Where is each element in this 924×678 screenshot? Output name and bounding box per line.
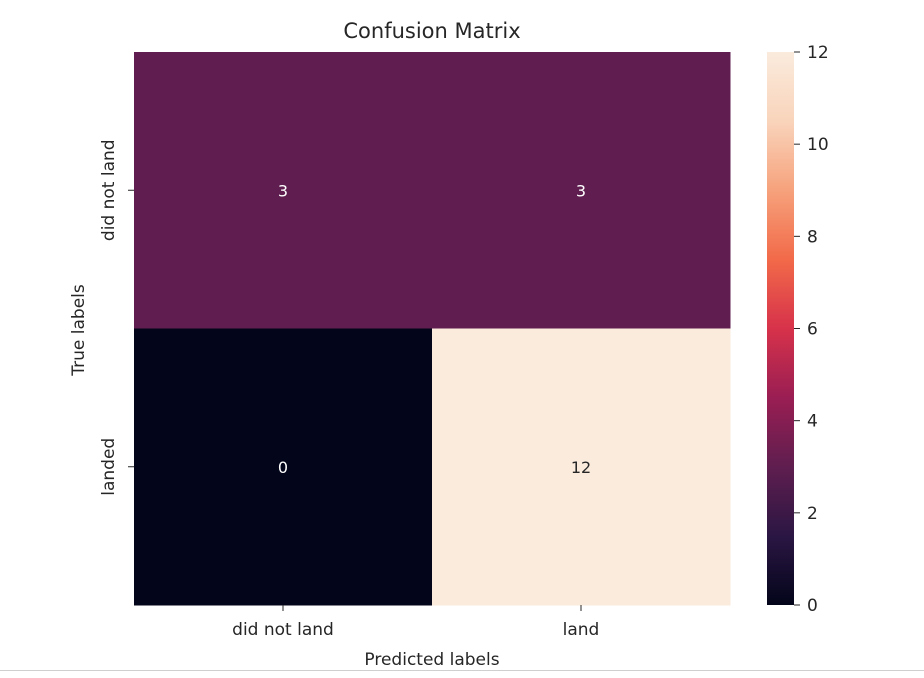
heatmap-cells — [134, 52, 731, 606]
cell-value-label: 12 — [571, 458, 591, 477]
cell-value-label: 3 — [576, 181, 586, 200]
heatmap-cell — [134, 328, 433, 606]
colorbar: 0 2 4 6 8 10 12 — [767, 43, 829, 616]
x-axis: did not land land — [232, 605, 599, 640]
colorbar-gradient — [767, 52, 794, 605]
colorbar-tick-label: 0 — [807, 596, 818, 616]
y-axis: did not land landed — [99, 139, 134, 496]
colorbar-tick-label: 6 — [807, 320, 818, 340]
cell-value-label: 3 — [278, 181, 288, 200]
x-tick-label: did not land — [232, 620, 334, 640]
heatmap-cell — [134, 52, 433, 329]
colorbar-tick-label: 2 — [807, 504, 818, 524]
output-divider — [0, 670, 924, 671]
y-axis-label: True labels — [69, 284, 89, 377]
chart-title: Confusion Matrix — [343, 19, 520, 43]
x-tick-label: land — [563, 620, 600, 640]
y-tick-label: did not land — [99, 139, 119, 241]
colorbar-tick-label: 12 — [807, 43, 829, 63]
y-tick-label: landed — [99, 438, 119, 496]
colorbar-tick-label: 10 — [807, 135, 829, 155]
x-axis-label: Predicted labels — [364, 650, 499, 670]
colorbar-tick-label: 8 — [807, 227, 818, 247]
cell-annotations: 3 3 0 12 — [278, 181, 591, 477]
colorbar-tick-label: 4 — [807, 412, 818, 432]
heatmap-cell — [432, 328, 731, 606]
cell-value-label: 0 — [278, 458, 288, 477]
heatmap-cell — [432, 52, 731, 329]
